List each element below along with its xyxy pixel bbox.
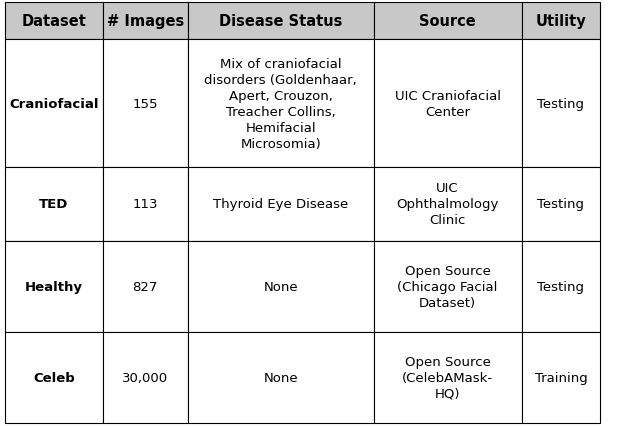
Bar xyxy=(103,40,188,168)
Bar xyxy=(5,168,103,241)
Text: UIC Craniofacial
Center: UIC Craniofacial Center xyxy=(394,89,500,118)
Bar xyxy=(374,168,522,241)
Text: Mix of craniofacial
disorders (Goldenhaar,
Apert, Crouzon,
Treacher Collins,
Hem: Mix of craniofacial disorders (Goldenhaa… xyxy=(204,58,357,150)
Text: Source: Source xyxy=(419,14,476,29)
Text: None: None xyxy=(263,280,298,293)
Bar xyxy=(374,241,522,332)
Bar xyxy=(522,168,600,241)
Bar xyxy=(374,3,522,40)
Bar xyxy=(188,168,374,241)
Text: Disease Status: Disease Status xyxy=(219,14,342,29)
Bar xyxy=(188,241,374,332)
Text: Open Source
(CelebAMask-
HQ): Open Source (CelebAMask- HQ) xyxy=(402,355,493,400)
Text: Dataset: Dataset xyxy=(22,14,86,29)
Text: 155: 155 xyxy=(132,97,158,110)
Bar xyxy=(522,40,600,168)
Text: UIC
Ophthalmology
Clinic: UIC Ophthalmology Clinic xyxy=(396,182,499,227)
Bar xyxy=(188,40,374,168)
Text: Craniofacial: Craniofacial xyxy=(9,97,99,110)
Bar xyxy=(103,241,188,332)
Bar xyxy=(522,332,600,423)
Bar xyxy=(5,241,103,332)
Text: Testing: Testing xyxy=(538,198,584,211)
Bar xyxy=(522,241,600,332)
Bar xyxy=(103,168,188,241)
Text: Open Source
(Chicago Facial
Dataset): Open Source (Chicago Facial Dataset) xyxy=(397,264,498,309)
Text: Training: Training xyxy=(534,371,588,384)
Text: Thyroid Eye Disease: Thyroid Eye Disease xyxy=(213,198,348,211)
Text: 827: 827 xyxy=(132,280,158,293)
Text: Healthy: Healthy xyxy=(25,280,83,293)
Bar xyxy=(103,3,188,40)
Bar xyxy=(188,3,374,40)
Text: Utility: Utility xyxy=(536,14,586,29)
Bar xyxy=(188,332,374,423)
Text: None: None xyxy=(263,371,298,384)
Bar xyxy=(374,40,522,168)
Text: Celeb: Celeb xyxy=(33,371,75,384)
Bar xyxy=(374,332,522,423)
Bar xyxy=(5,40,103,168)
Bar xyxy=(522,3,600,40)
Text: # Images: # Images xyxy=(107,14,184,29)
Text: 30,000: 30,000 xyxy=(122,371,168,384)
Text: TED: TED xyxy=(39,198,68,211)
Bar xyxy=(5,332,103,423)
Bar xyxy=(5,3,103,40)
Text: Testing: Testing xyxy=(538,97,584,110)
Text: Testing: Testing xyxy=(538,280,584,293)
Text: 113: 113 xyxy=(132,198,158,211)
Bar xyxy=(103,332,188,423)
